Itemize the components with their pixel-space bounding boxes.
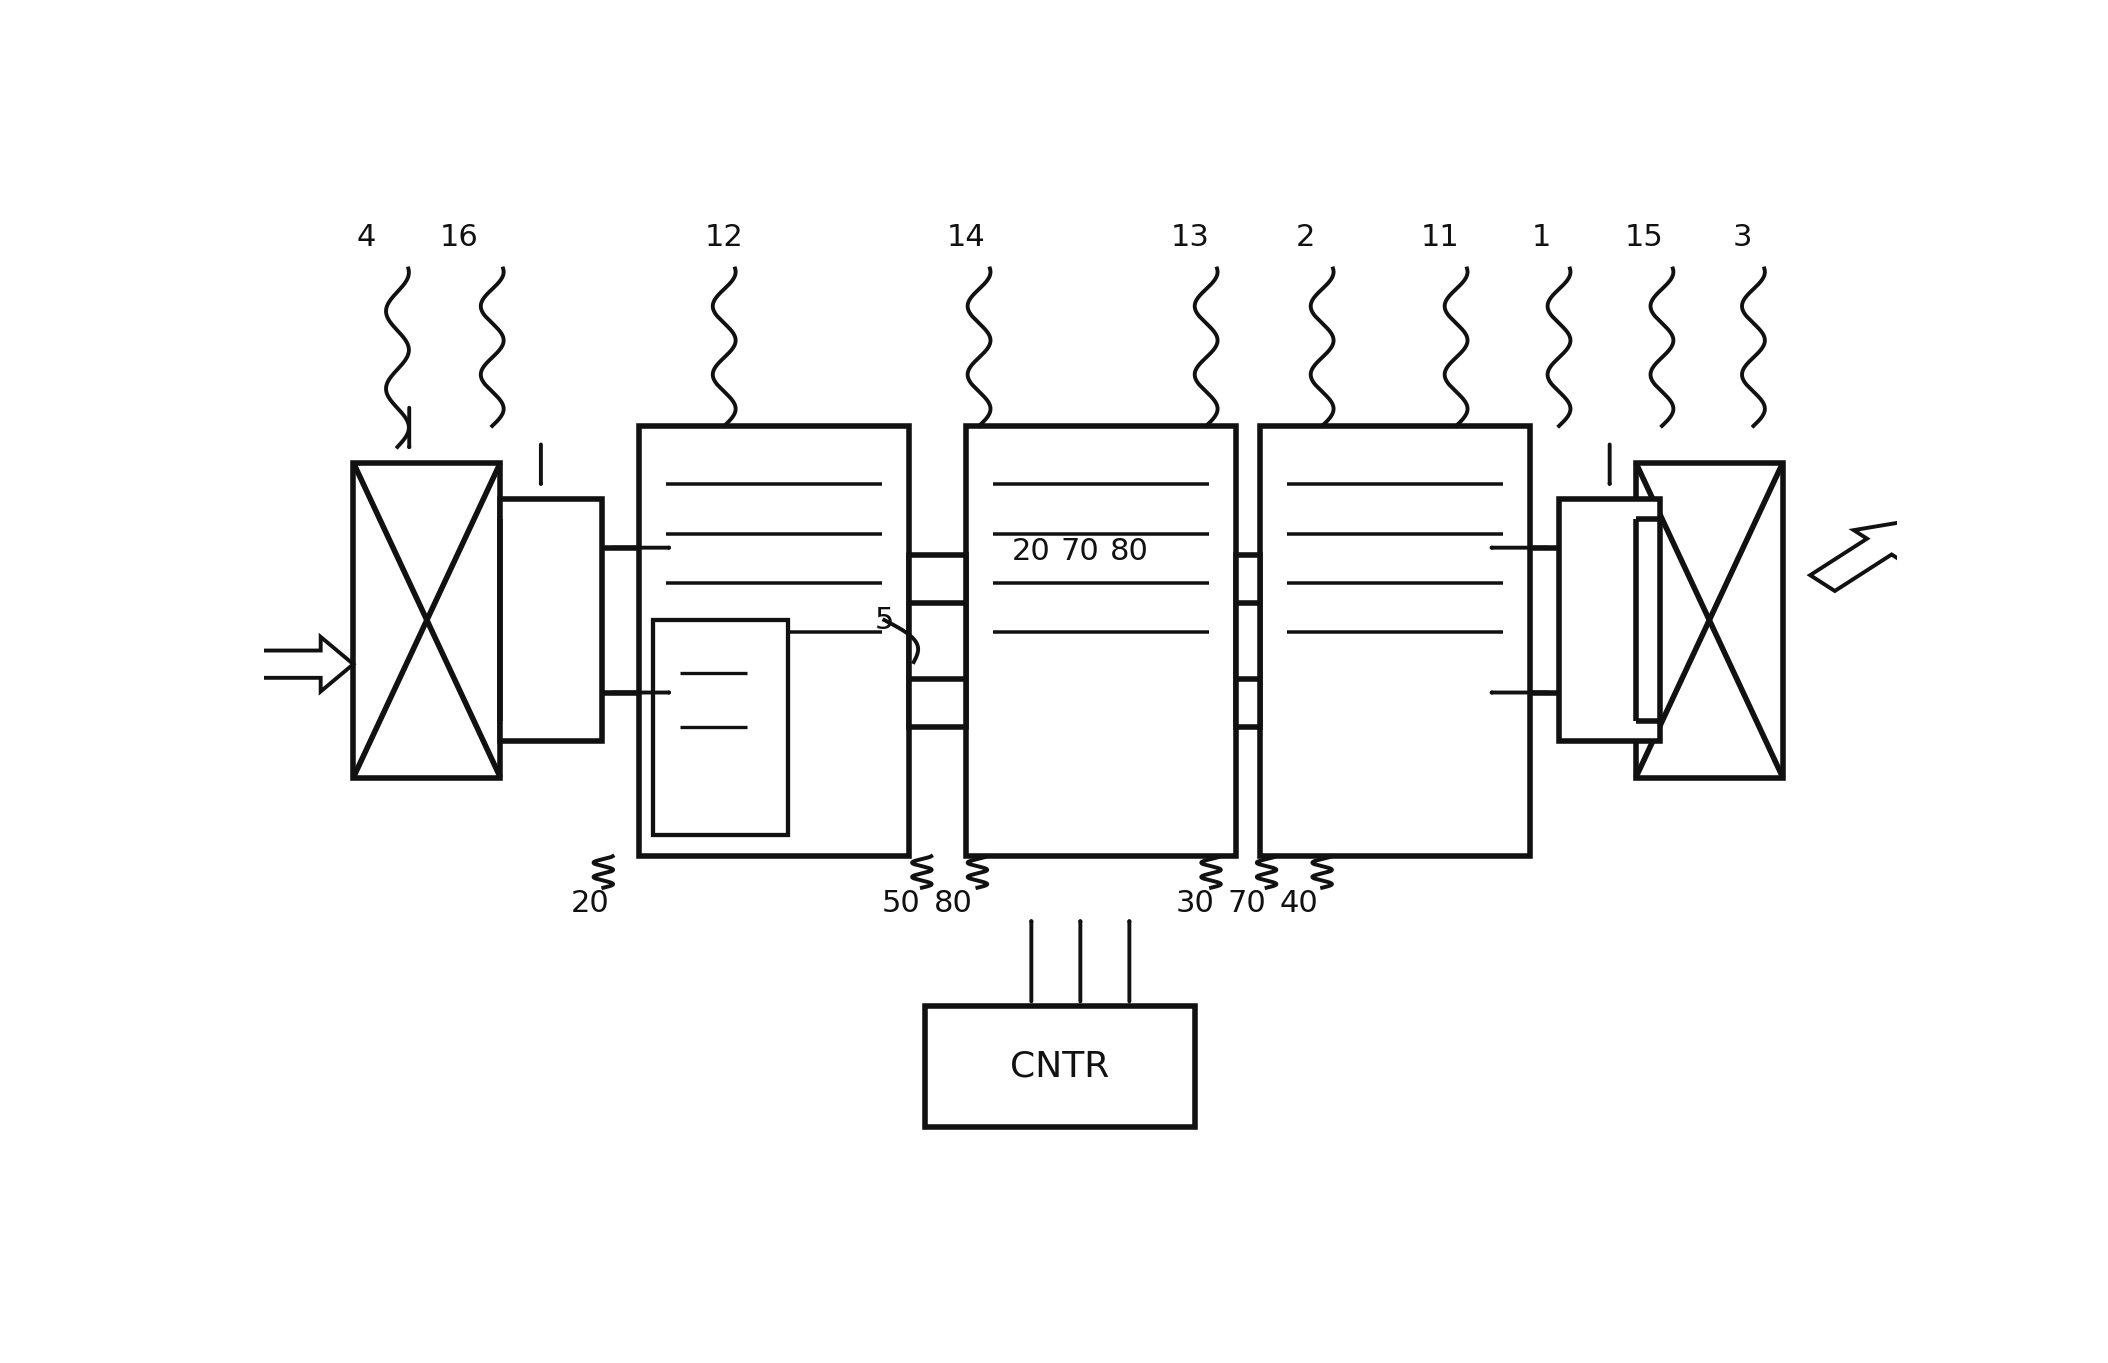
Text: 13: 13 bbox=[1170, 222, 1210, 252]
Text: 20: 20 bbox=[571, 889, 609, 917]
Text: 5: 5 bbox=[875, 605, 894, 635]
Text: 40: 40 bbox=[1280, 889, 1320, 917]
Text: 70: 70 bbox=[1227, 889, 1267, 917]
Bar bbox=[909, 555, 965, 726]
Polygon shape bbox=[1811, 518, 1922, 592]
Bar bbox=[965, 425, 1235, 856]
Bar bbox=[500, 499, 601, 741]
Text: 16: 16 bbox=[441, 222, 479, 252]
Text: 70: 70 bbox=[1060, 537, 1100, 567]
Bar bbox=[925, 1006, 1195, 1127]
Text: CNTR: CNTR bbox=[1010, 1050, 1109, 1084]
Text: 12: 12 bbox=[704, 222, 744, 252]
Text: 80: 80 bbox=[934, 889, 972, 917]
Text: 20: 20 bbox=[1012, 537, 1050, 567]
Bar bbox=[653, 620, 788, 834]
Bar bbox=[1636, 462, 1783, 777]
Text: 4: 4 bbox=[356, 222, 375, 252]
Text: 2: 2 bbox=[1296, 222, 1315, 252]
Text: 14: 14 bbox=[946, 222, 984, 252]
Bar bbox=[1235, 555, 1261, 726]
Text: 15: 15 bbox=[1625, 222, 1663, 252]
Text: 1: 1 bbox=[1530, 222, 1551, 252]
Text: 11: 11 bbox=[1421, 222, 1459, 252]
Bar bbox=[639, 425, 909, 856]
Polygon shape bbox=[255, 637, 354, 691]
Text: 80: 80 bbox=[1111, 537, 1149, 567]
Bar bbox=[1261, 425, 1530, 856]
Bar bbox=[354, 462, 500, 777]
Text: 50: 50 bbox=[881, 889, 919, 917]
Text: 3: 3 bbox=[1733, 222, 1752, 252]
Bar bbox=[1560, 499, 1661, 741]
Text: 30: 30 bbox=[1176, 889, 1214, 917]
